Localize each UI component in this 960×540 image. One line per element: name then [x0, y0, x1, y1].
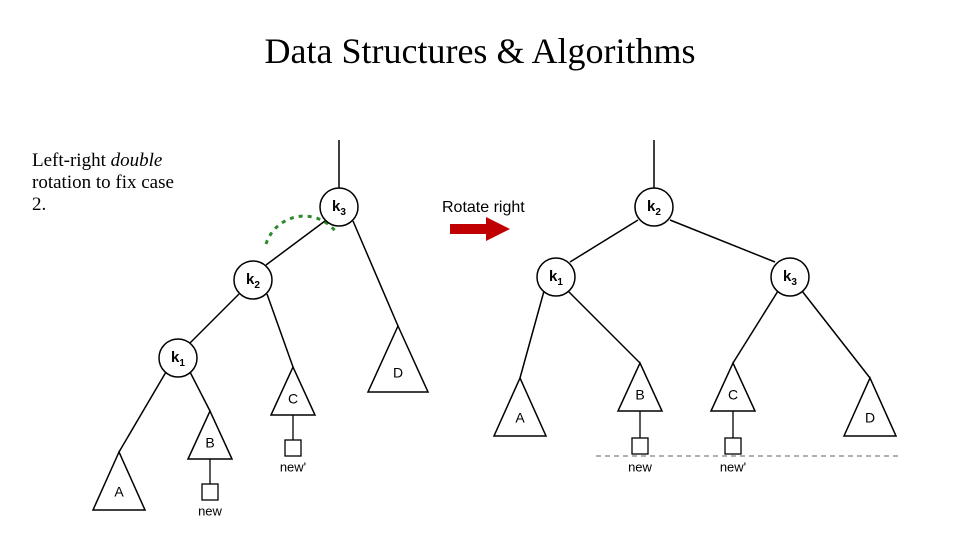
right-D-label: D — [865, 410, 875, 426]
right-A-label: A — [515, 410, 525, 426]
left-k1-B-edge — [190, 372, 210, 411]
left-B-newbox — [202, 484, 218, 500]
right-B-label: B — [635, 387, 644, 403]
left-k1-A-edge — [119, 372, 166, 452]
right-k1-A-edge — [520, 291, 544, 378]
left-B-new-label: new — [198, 504, 222, 519]
right-B-newbox — [632, 438, 648, 454]
left-C-newprime-label: new' — [280, 460, 306, 475]
right-D-triangle — [844, 378, 896, 436]
left-k3-D-edge — [353, 221, 398, 326]
left-D-triangle — [368, 326, 428, 392]
left-D-label: D — [393, 365, 403, 381]
rotate-arrow-icon — [450, 217, 510, 241]
left-k2-C-edge — [267, 294, 293, 367]
right-k2-k3-edge — [670, 220, 775, 262]
left-A-triangle — [93, 452, 145, 510]
right-k3-C-edge — [733, 291, 778, 363]
left-B-label: B — [205, 435, 214, 451]
right-A-triangle — [494, 378, 546, 436]
right-k1-B-edge — [568, 291, 640, 363]
left-C-label: C — [288, 391, 298, 407]
left-C-newbox — [285, 440, 301, 456]
right-B-new-label: new — [628, 460, 652, 475]
left-A-label: A — [114, 484, 124, 500]
left-k2-k1-edge — [190, 294, 239, 343]
rotate-label: Rotate right — [442, 199, 525, 216]
right-k3-D-edge — [802, 291, 870, 378]
right-C-label: C — [728, 387, 738, 403]
right-C-newprime-label: new' — [720, 460, 746, 475]
right-C-newbox — [725, 438, 741, 454]
slide: Data Structures & Algorithms Left-right … — [0, 0, 960, 540]
right-k2-k1-edge — [570, 220, 638, 262]
diagram-svg: k3 k2 k1 D C new' B new A Rotate right — [0, 0, 960, 540]
